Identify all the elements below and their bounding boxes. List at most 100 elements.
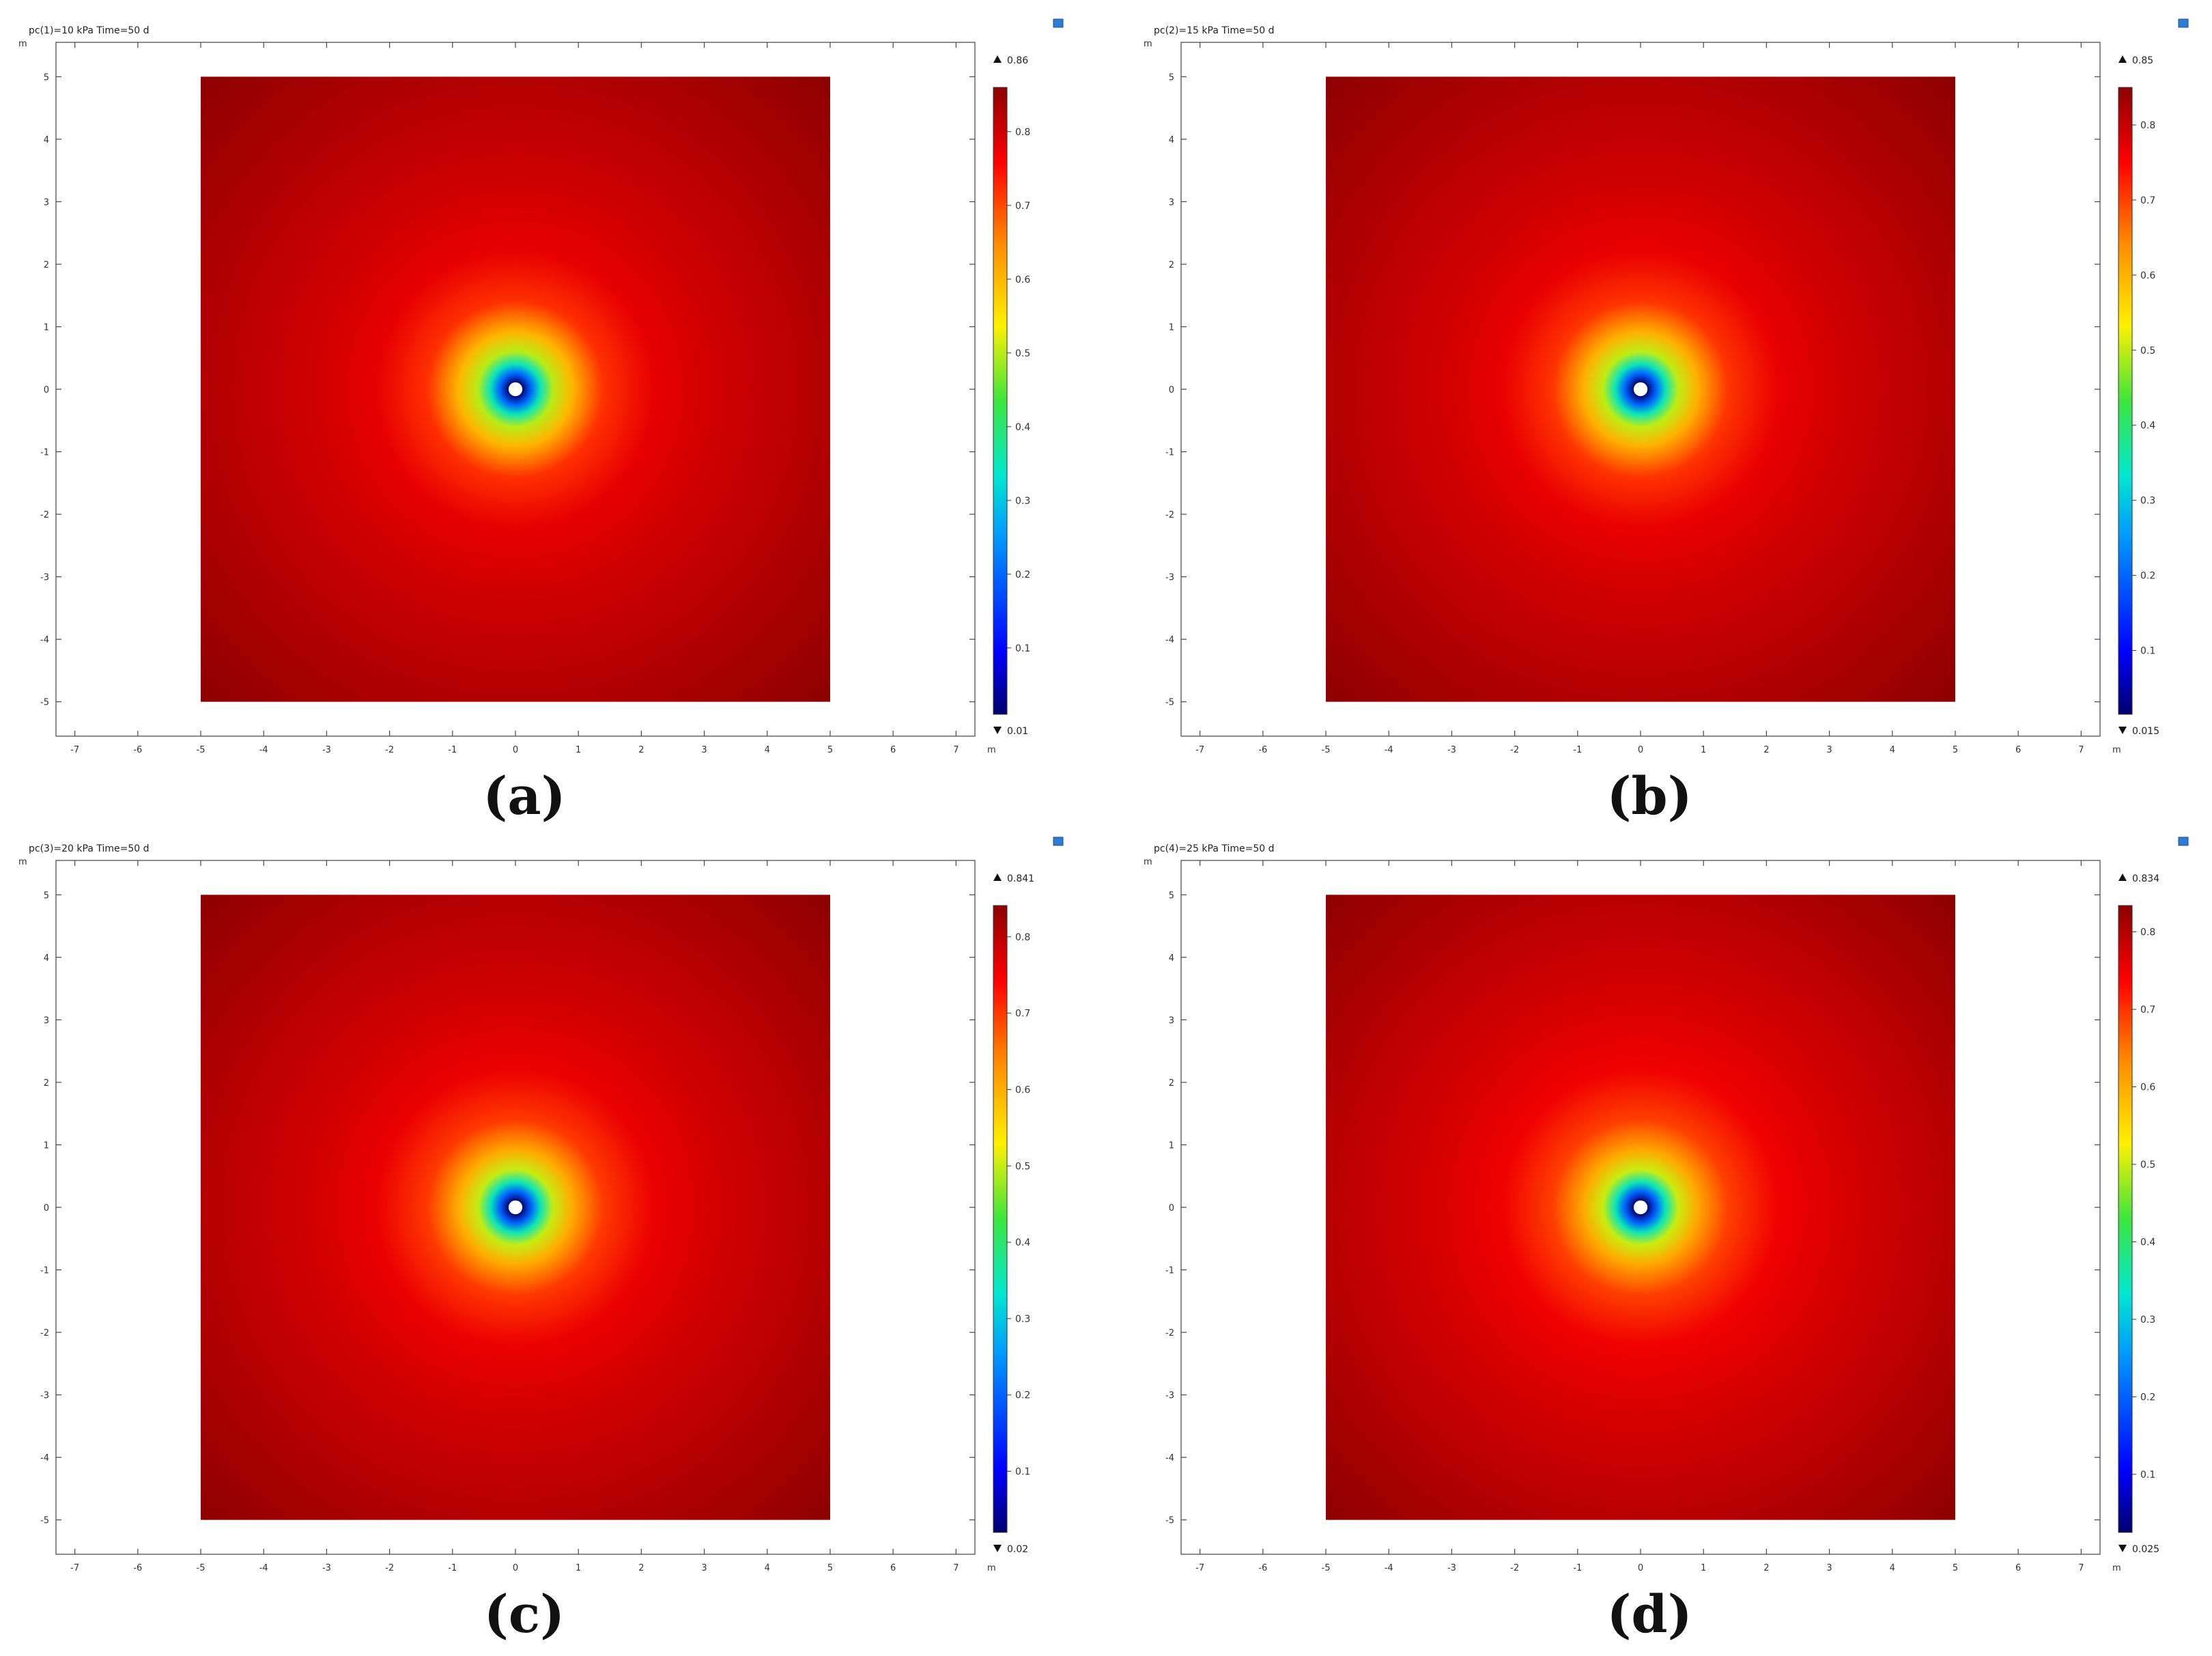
panel-caption: (b) <box>1606 766 1692 826</box>
panel-caption: (d) <box>1606 1584 1692 1644</box>
colorbar-min-marker <box>993 727 1002 734</box>
colorbar-tick-label: 0.3 <box>2140 496 2155 507</box>
colorbar-tick-label: 0.3 <box>1015 1314 1030 1325</box>
y-tick-label: 3 <box>1169 1015 1174 1026</box>
colorbar-tick-label: 0.4 <box>1015 1237 1030 1248</box>
x-tick-label: 0 <box>1638 1563 1643 1573</box>
x-tick-label: -5 <box>197 1563 205 1573</box>
colorbar-tick-label: 0.1 <box>2140 1470 2155 1480</box>
x-tick-label: -1 <box>1573 1563 1582 1573</box>
x-tick-label: -6 <box>1258 745 1267 755</box>
colorbar-tick-label: 0.2 <box>1015 570 1030 580</box>
x-axis-unit: m <box>987 745 996 755</box>
y-tick-label: -4 <box>1165 635 1174 645</box>
x-tick-label: -3 <box>322 745 331 755</box>
y-tick-label: -4 <box>40 1453 49 1463</box>
colorbar-tick-label: 0.8 <box>2140 120 2155 131</box>
y-tick-label: 5 <box>1169 72 1174 83</box>
panel-title: pc(2)=15 kPa Time=50 d <box>1154 25 1275 36</box>
colorbar-tick-label: 0.4 <box>2140 421 2155 432</box>
y-tick-label: -1 <box>1165 448 1174 458</box>
chart-panel: pc(4)=25 kPa Time=50 dm-7 -6 -5 -4 -3 -2 -1 0 1 2… <box>1144 837 2189 1644</box>
x-axis-unit: m <box>987 1563 996 1573</box>
colorbar-min-label: 0.02 <box>1007 1544 1028 1555</box>
y-tick-label: -3 <box>40 573 49 583</box>
colorbar-tick-label: 0.7 <box>1015 201 1030 212</box>
colorbar-max-marker <box>993 55 1002 63</box>
x-tick-label: -2 <box>385 1563 394 1573</box>
x-tick-label: 2 <box>1763 745 1769 755</box>
colorbar-tick-label: 0.3 <box>2140 1315 2155 1325</box>
x-tick-label: -6 <box>1258 1563 1267 1573</box>
y-tick-label: 1 <box>44 322 49 333</box>
y-tick-label: 3 <box>44 197 49 208</box>
y-tick-label: -5 <box>40 698 49 708</box>
colorbar-max-marker <box>2118 873 2127 881</box>
colorbar-tick-label: 0.5 <box>1015 1161 1030 1172</box>
x-tick-label: 5 <box>827 1563 833 1573</box>
colorbar-tick-label: 0.6 <box>1015 275 1030 285</box>
y-tick-label: 5 <box>44 72 49 83</box>
colorbar-tick-label: 0.1 <box>1015 1467 1030 1478</box>
x-tick-label: 1 <box>1701 1563 1706 1573</box>
y-tick-label: -2 <box>40 510 49 520</box>
x-tick-label: 4 <box>1890 1563 1895 1573</box>
colorbar-min-label: 0.01 <box>1007 726 1028 737</box>
x-tick-label: 6 <box>2015 1563 2021 1573</box>
y-tick-label: 1 <box>1169 1140 1174 1151</box>
x-tick-label: 5 <box>1953 1563 1958 1573</box>
x-tick-label: 2 <box>638 1563 644 1573</box>
x-tick-label: 4 <box>765 1563 770 1573</box>
x-tick-label: 0 <box>513 1563 518 1573</box>
y-tick-label: -3 <box>1165 573 1174 583</box>
x-tick-label: 1 <box>576 745 581 755</box>
colorbar-tick-label: 0.8 <box>1015 932 1030 943</box>
x-tick-label: 3 <box>701 745 707 755</box>
colorbar-max-label: 0.834 <box>2132 873 2159 884</box>
x-tick-label: 3 <box>1826 745 1832 755</box>
colorbar-max-label: 0.86 <box>1007 55 1028 66</box>
toolbar-icon <box>2178 837 2189 846</box>
x-tick-label: 1 <box>1701 745 1706 755</box>
x-tick-label: 3 <box>701 1563 707 1573</box>
colorbar-tick-label: 0.4 <box>1015 422 1030 433</box>
y-tick-label: 4 <box>1169 135 1174 145</box>
x-tick-label: -1 <box>1573 745 1582 755</box>
colorbar-max-label: 0.841 <box>1007 873 1034 884</box>
center-hole <box>1633 1200 1648 1215</box>
colorbar-max-marker <box>2118 55 2127 63</box>
x-tick-label: -7 <box>1195 745 1204 755</box>
y-tick-label: -3 <box>40 1391 49 1401</box>
center-hole <box>508 1200 523 1215</box>
x-tick-label: -3 <box>1447 745 1456 755</box>
x-tick-label: 6 <box>890 1563 896 1573</box>
x-tick-label: 7 <box>953 745 959 755</box>
colorbar-min-label: 0.025 <box>2132 1544 2159 1555</box>
colorbar-max-label: 0.85 <box>2132 55 2153 66</box>
colorbar-tick-label: 0.7 <box>2140 1005 2155 1015</box>
toolbar-icon <box>2178 18 2189 28</box>
y-tick-label: -1 <box>40 1266 49 1276</box>
y-tick-label: -4 <box>40 635 49 645</box>
x-tick-label: 5 <box>827 745 833 755</box>
colorbar <box>2118 87 2133 715</box>
x-tick-label: -6 <box>133 745 142 755</box>
x-tick-label: -4 <box>1385 745 1393 755</box>
x-tick-label: -1 <box>448 1563 457 1573</box>
colorbar-tick-label: 0.7 <box>2140 195 2155 206</box>
colorbar-min-marker <box>2118 727 2127 734</box>
y-tick-label: -2 <box>1165 510 1174 520</box>
x-tick-label: 4 <box>1890 745 1895 755</box>
colorbar <box>2118 905 2133 1533</box>
x-tick-label: 5 <box>1953 745 1958 755</box>
y-tick-label: -5 <box>1165 698 1174 708</box>
colorbar-min-marker <box>2118 1545 2127 1552</box>
y-tick-label: 2 <box>44 260 49 270</box>
x-tick-label: 7 <box>2078 745 2084 755</box>
x-tick-label: -2 <box>1510 745 1519 755</box>
colorbar-tick-label: 0.2 <box>1015 1390 1030 1401</box>
x-tick-label: 7 <box>2078 1563 2084 1573</box>
chart-panel: pc(2)=15 kPa Time=50 dm-7 -6 -5 -4 -3 -2 -1 0 1 2… <box>1144 18 2189 826</box>
y-tick-label: 0 <box>44 385 49 395</box>
colorbar-tick-label: 0.1 <box>2140 646 2155 657</box>
